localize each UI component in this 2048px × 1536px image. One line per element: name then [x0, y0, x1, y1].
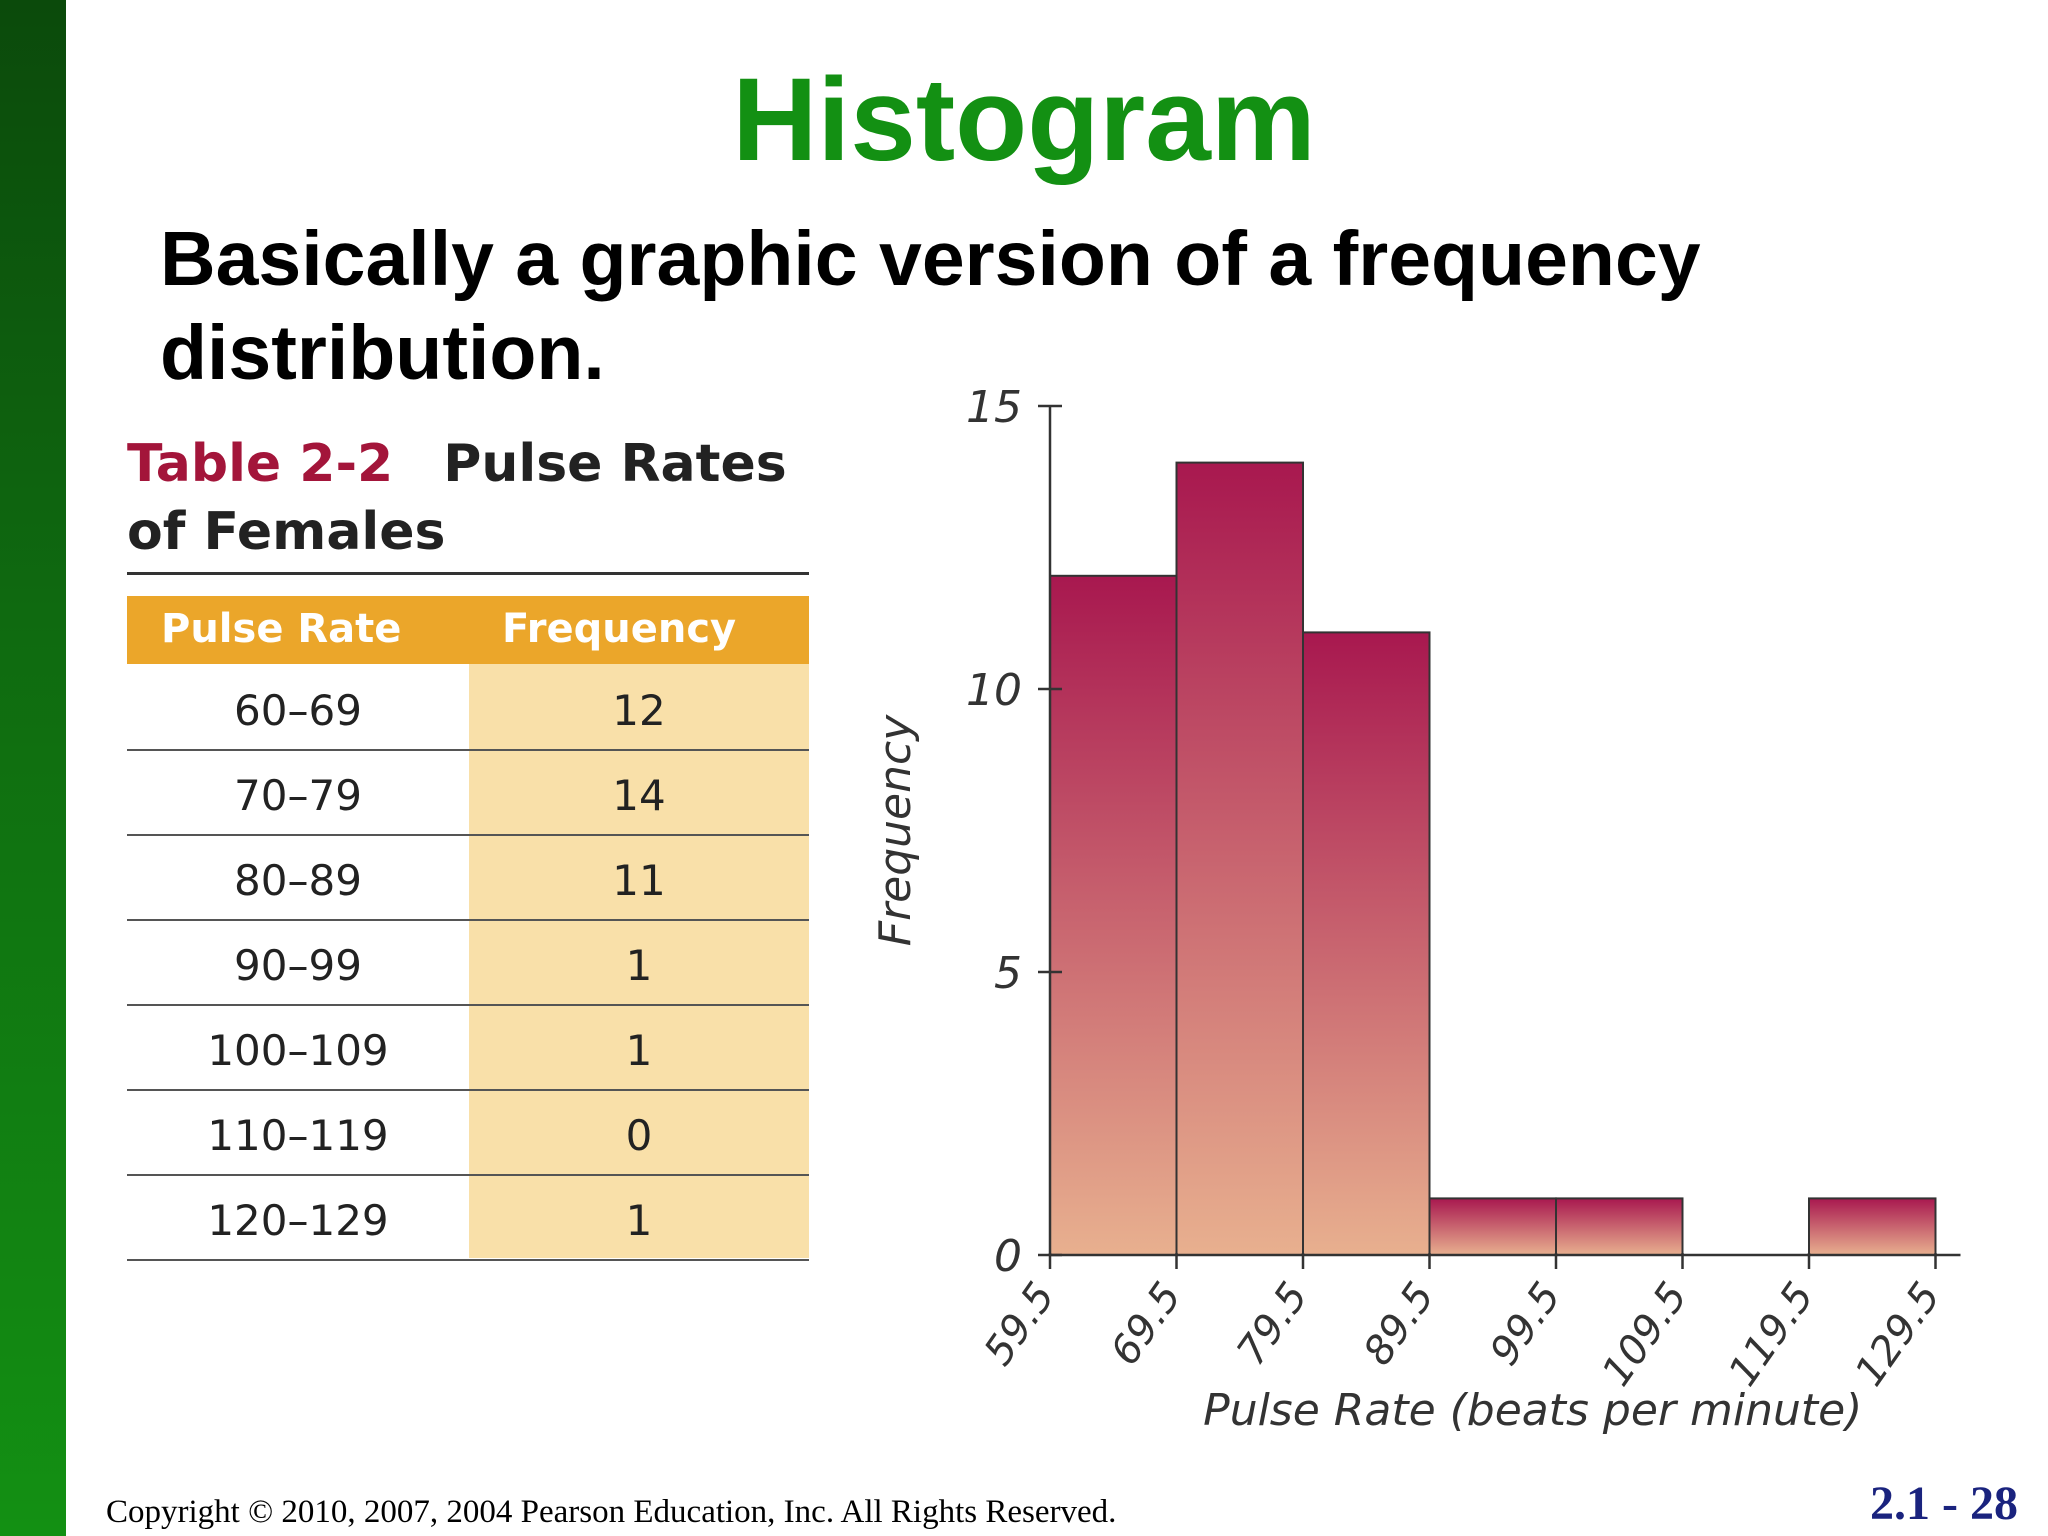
- header-pulse-rate: Pulse Rate: [161, 606, 402, 652]
- cell-pulse-rate: 80–89: [234, 856, 362, 905]
- table-caption: Table 2-2 Pulse Rates of Females: [127, 430, 827, 566]
- cell-pulse-rate: 100–109: [207, 1026, 389, 1075]
- y-tick-label: 10: [966, 665, 1022, 716]
- cell-frequency: 1: [625, 1196, 653, 1245]
- cell-frequency: 1: [625, 1026, 653, 1075]
- table-row: 100–109 1: [127, 1004, 809, 1091]
- x-tick-label: 129.5: [1846, 1274, 1949, 1394]
- x-tick-label: 109.5: [1593, 1274, 1696, 1394]
- x-tick-label: 99.5: [1481, 1274, 1570, 1373]
- y-tick-label: 15: [966, 382, 1022, 433]
- x-axis-label: Pulse Rate (beats per minute): [1203, 1385, 1862, 1436]
- y-tick-label: 0: [994, 1231, 1022, 1282]
- header-frequency: Frequency: [502, 606, 737, 652]
- cell-frequency: 14: [612, 771, 666, 820]
- cell-pulse-rate: 120–129: [207, 1196, 389, 1245]
- cell-frequency: 0: [625, 1111, 653, 1160]
- histogram-bar: [1302, 631, 1431, 1256]
- slide-title: Histogram: [732, 54, 1316, 186]
- table-row: 90–99 1: [127, 919, 809, 1006]
- x-tick-label: 79.5: [1228, 1274, 1317, 1373]
- table-row: 110–119 0: [127, 1089, 809, 1176]
- histogram-bar: [1555, 1197, 1684, 1257]
- cell-frequency: 1: [625, 941, 653, 990]
- table-row: 60–69 12: [127, 664, 809, 751]
- table-header: Pulse Rate Frequency: [127, 596, 809, 664]
- x-tick-label: 59.5: [975, 1274, 1064, 1373]
- slide-subtitle: Basically a graphic version of a frequen…: [160, 216, 1701, 396]
- histogram-bar: [1808, 1197, 1937, 1257]
- frequency-column-shading: [469, 664, 809, 1258]
- histogram-bar: [1175, 461, 1304, 1257]
- table-top-rule: [127, 572, 809, 575]
- cell-frequency: 11: [612, 856, 666, 905]
- cell-pulse-rate: 70–79: [234, 771, 362, 820]
- cell-pulse-rate: 60–69: [234, 686, 362, 735]
- y-axis-label: Frequency: [870, 714, 921, 946]
- cell-pulse-rate: 90–99: [234, 941, 362, 990]
- x-tick-label: 89.5: [1355, 1274, 1444, 1373]
- table-row: 70–79 14: [127, 749, 809, 836]
- histogram-bars: [1049, 461, 1937, 1257]
- table-title: Pulse Rates of Females: [127, 434, 787, 562]
- x-tick-label: 119.5: [1720, 1274, 1823, 1394]
- table-number: Table 2-2: [127, 434, 394, 494]
- slide-number: 2.1 - 28: [1870, 1477, 2018, 1530]
- table-row: 120–129 1: [127, 1174, 809, 1261]
- table-row: 80–89 11: [127, 834, 809, 921]
- x-tick-label: 69.5: [1102, 1274, 1191, 1373]
- cell-pulse-rate: 110–119: [207, 1111, 389, 1160]
- histogram-bar: [1428, 1197, 1557, 1257]
- copyright-footer: Copyright © 2010, 2007, 2004 Pearson Edu…: [106, 1494, 1117, 1530]
- y-tick-label: 5: [994, 948, 1022, 999]
- left-accent-bar: [0, 0, 66, 1536]
- histogram-chart: 0 5 10 15 59.5 69.5 79.5 89.5 99.5 109.5 119.5 129.…: [870, 382, 1961, 1436]
- histogram-bar: [1049, 574, 1178, 1257]
- cell-frequency: 12: [612, 686, 666, 735]
